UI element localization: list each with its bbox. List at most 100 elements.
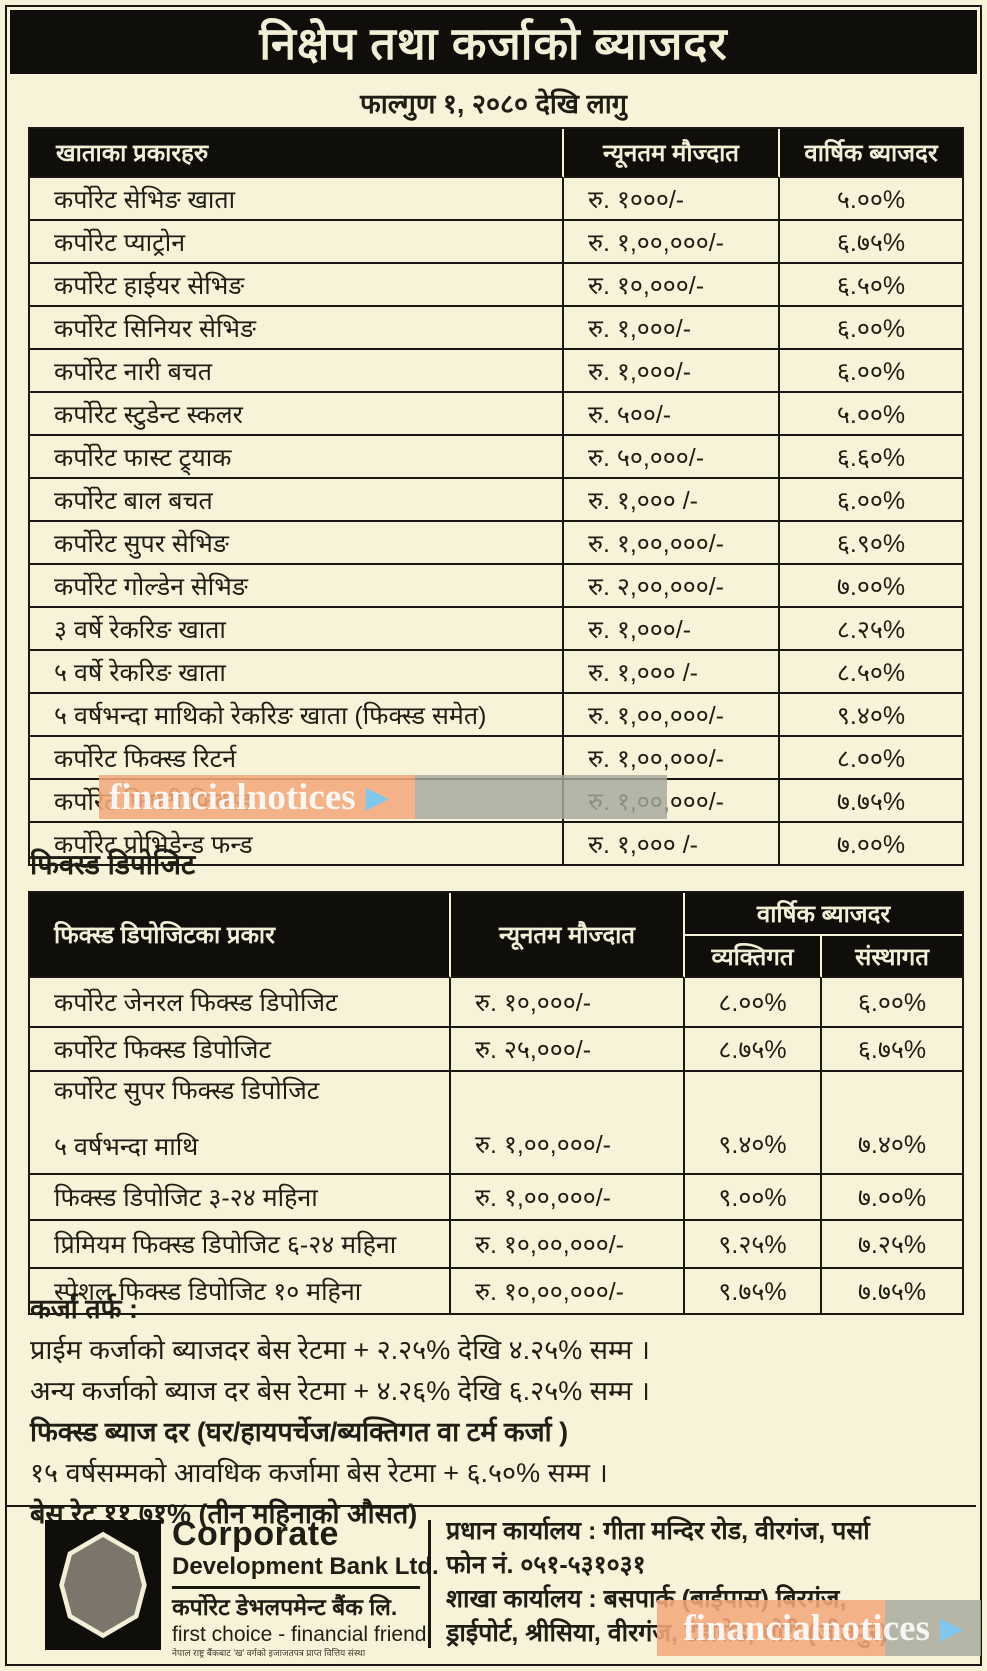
min-balance: रु. २५,०००/- (451, 1028, 685, 1072)
account-type: कर्पोरेट फिक्स्ड रिटर्न (30, 737, 564, 780)
fd-type: प्रिमियम फिक्स्ड डिपोजिट ६-२४ महिना (30, 1221, 451, 1269)
annual-rate: ६.५०% (780, 264, 962, 307)
min-balance: रु. ५००/- (564, 393, 780, 436)
notice-title-bar: निक्षेप तथा कर्जाको ब्याजदर (10, 10, 977, 74)
table-row: कर्पोरेट प्याट्रोन रु. १,००,०००/- ६.७५% (30, 221, 962, 264)
account-type: कर्पोरेट गोल्डेन सेभिङ (30, 565, 564, 608)
fixed-deposit-section-title: फिक्स्ड डिपोजिट (30, 849, 196, 880)
annual-rate: ५.००% (780, 178, 962, 221)
license-note: नेपाल राष्ट्र बैंकबाट 'ख' वर्गको इजाजतपत… (172, 1648, 366, 1658)
brand-name-en-2: Development Bank Ltd. (172, 1553, 439, 1580)
min-balance: रु. १०,०००/- (564, 264, 780, 307)
account-type: कर्पोरेट प्याट्रोन (30, 221, 564, 264)
min-balance: रु. १०,००,०००/- (451, 1269, 685, 1313)
footer-vertical-divider (428, 1520, 431, 1648)
bank-logo (45, 1520, 161, 1650)
min-balance: रु. १,००,०००/- (564, 694, 780, 737)
fd-type: स्पेशल फिक्स्ड डिपोजिट १० महिना (30, 1269, 451, 1313)
min-balance: रु. १,०००/- (564, 350, 780, 393)
brand-name-en-1: Corporate (172, 1515, 339, 1553)
watermark-text: financialnotices (109, 776, 356, 818)
watermark: financialnotices ▶ (99, 775, 667, 819)
individual-rate: ८.००% (685, 978, 822, 1028)
min-balance: रु. १,००,०००/- (564, 737, 780, 780)
deposit-rates-table: खाताका प्रकारहरु न्यूनतम मौज्दात वार्षिक… (28, 127, 964, 866)
fixed-rate-heading: फिक्स्ड ब्याज दर (घर/हायपर्चेज/ब्यक्तिगत… (30, 1417, 569, 1447)
brand-tagline: first choice - financial friend (172, 1623, 427, 1646)
fd-type: कर्पोरेट जेनरल फिक्स्ड डिपोजिट (30, 978, 451, 1028)
min-balance: रु. १०००/- (564, 178, 780, 221)
table-row: कर्पोरेट फिक्स्ड डिपोजिट रु. २५,०००/- ८.७५… (30, 1028, 963, 1072)
annual-rate: ६.००% (780, 307, 962, 350)
fd-type: कर्पोरेट फिक्स्ड डिपोजिट (30, 1028, 451, 1072)
individual-rate: ९.२५% (685, 1221, 822, 1269)
min-balance: रु. २,००,०००/- (564, 565, 780, 608)
octagon-logo-icon (59, 1531, 147, 1639)
brand-name-np: कर्पोरेट डेभलपमेन्ट बैंक लि. (172, 1594, 398, 1620)
account-type: कर्पोरेट नारी बचत (30, 350, 564, 393)
play-store-icon: ▶ (939, 1611, 963, 1645)
effective-date: फाल्गुण १, २०८० देखि लागु (359, 89, 628, 119)
institutional-rate: ६.००% (822, 978, 963, 1028)
annual-rate: ७.००% (836, 830, 906, 859)
col-header-annual-rate: वार्षिक ब्याजदर (685, 893, 963, 936)
annual-rate: ६.९०% (780, 522, 962, 565)
head-office-line: प्रधान कार्यालय : गीता मन्दिर रोड, वीरगं… (446, 1517, 870, 1545)
table-row: ५ वर्षे रेकरिङ खाता रु. १,००० /- ८.५०% (30, 651, 962, 694)
table-row: कर्पोरेट नारी बचत रु. १,०००/- ६.००% (30, 350, 962, 393)
min-balance: रु. १,००० /- (564, 823, 780, 864)
min-balance: रु. १,००,०००/- (451, 1072, 685, 1175)
fixed-rate-line: १५ वर्षसम्मको आवधिक कर्जामा बेस रेटमा + … (30, 1458, 608, 1488)
annual-rate: ६.७५% (780, 221, 962, 264)
annual-rate: ५.००% (780, 393, 962, 436)
fd-type-line2: ५ वर्षभन्दा माथि (54, 1133, 199, 1161)
account-type: ५ वर्षे रेकरिङ खाता (30, 651, 564, 694)
other-loan-rate-line: अन्य कर्जाको ब्याज दर बेस रेटमा + ४.२६% … (30, 1376, 650, 1406)
institutional-rate: ६.७५% (822, 1028, 963, 1072)
table-row: कर्पोरेट फास्ट ट्र्याक रु. ५०,०००/- ६.६०% (30, 436, 962, 479)
phone-line: फोन नं. ०५१-५३१०३१ (446, 1551, 646, 1579)
table-header-row: खाताका प्रकारहरु न्यूनतम मौज्दात वार्षिक… (30, 129, 962, 178)
annual-rate: ९.४०% (780, 694, 962, 737)
min-balance: रु. १,००० /- (564, 479, 780, 522)
account-type: कर्पोरेट प्रोभिडेन्ड फन्ड (30, 823, 564, 864)
col-header-individual: व्यक्तिगत (685, 936, 822, 978)
account-type: कर्पोरेट सेभिङ खाता (30, 178, 564, 221)
annual-rate: ८.२५% (780, 608, 962, 651)
col-header-fd-type: फिक्स्ड डिपोजिटका प्रकार (30, 893, 451, 978)
table-row: ३ वर्षे रेकरिङ खाता रु. १,०००/- ८.२५% (30, 608, 962, 651)
fd-type: फिक्स्ड डिपोजिट ३-२४ महिना (30, 1175, 451, 1221)
annual-rate: ८.५०% (780, 651, 962, 694)
annual-rate: ८.००% (780, 737, 962, 780)
table-row: प्रिमियम फिक्स्ड डिपोजिट ६-२४ महिना रु. १… (30, 1221, 963, 1269)
table-header-row: फिक्स्ड डिपोजिटका प्रकार न्यूनतम मौज्दात… (30, 893, 963, 978)
account-type: कर्पोरेट बाल बचत (30, 479, 564, 522)
table-row: कर्पोरेट प्रोभिडेन्ड फन्ड रु. १,००० /- ७.०… (30, 823, 962, 864)
loan-rates-section: कर्जा तर्फ : प्राईम कर्जाको ब्याजदर बेस … (30, 1292, 960, 1538)
min-balance: रु. १,००० /- (564, 651, 780, 694)
annual-rate: ६.००% (780, 479, 962, 522)
col-header-institutional: संस्थागत (822, 936, 963, 978)
individual-rate: ८.७५% (685, 1028, 822, 1072)
table-row: कर्पोरेट सेभिङ खाता रु. १०००/- ५.००% (30, 178, 962, 221)
account-type: ३ वर्षे रेकरिङ खाता (30, 608, 564, 651)
table-row: कर्पोरेट हाईयर सेभिङ रु. १०,०००/- ६.५०% (30, 264, 962, 307)
footer-divider (7, 1505, 976, 1507)
account-type: कर्पोरेट स्टुडेन्ट स्कलर (30, 393, 564, 436)
brand-divider (172, 1586, 420, 1589)
annual-rate: ७.७५% (780, 780, 962, 823)
individual-rate: ९.००% (685, 1175, 822, 1221)
annual-rate: ६.६०% (780, 436, 962, 479)
table-row: कर्पोरेट फिक्स्ड रिटर्न रु. १,००,०००/- ८.०… (30, 737, 962, 780)
institutional-rate: ७.२५% (822, 1221, 963, 1269)
watermark: financialnotices ▶ (657, 1600, 981, 1656)
col-header-min-balance: न्यूनतम मौज्दात (451, 893, 685, 978)
fixed-deposit-table: फिक्स्ड डिपोजिटका प्रकार न्यूनतम मौज्दात… (28, 891, 965, 1315)
table-row: कर्पोरेट सुपर सेभिङ रु. १,००,०००/- ६.९०% (30, 522, 962, 565)
fd-type-line1: कर्पोरेट सुपर फिक्स्ड डिपोजिट (54, 1077, 320, 1105)
table-row: कर्पोरेट सुपर फिक्स्ड डिपोजिट ५ वर्षभन्द… (30, 1072, 963, 1175)
table-subheader-row: व्यक्तिगत संस्थागत (30, 936, 963, 978)
col-header-account-types: खाताका प्रकारहरु (30, 129, 564, 178)
individual-rate: ९.७५% (685, 1269, 822, 1313)
